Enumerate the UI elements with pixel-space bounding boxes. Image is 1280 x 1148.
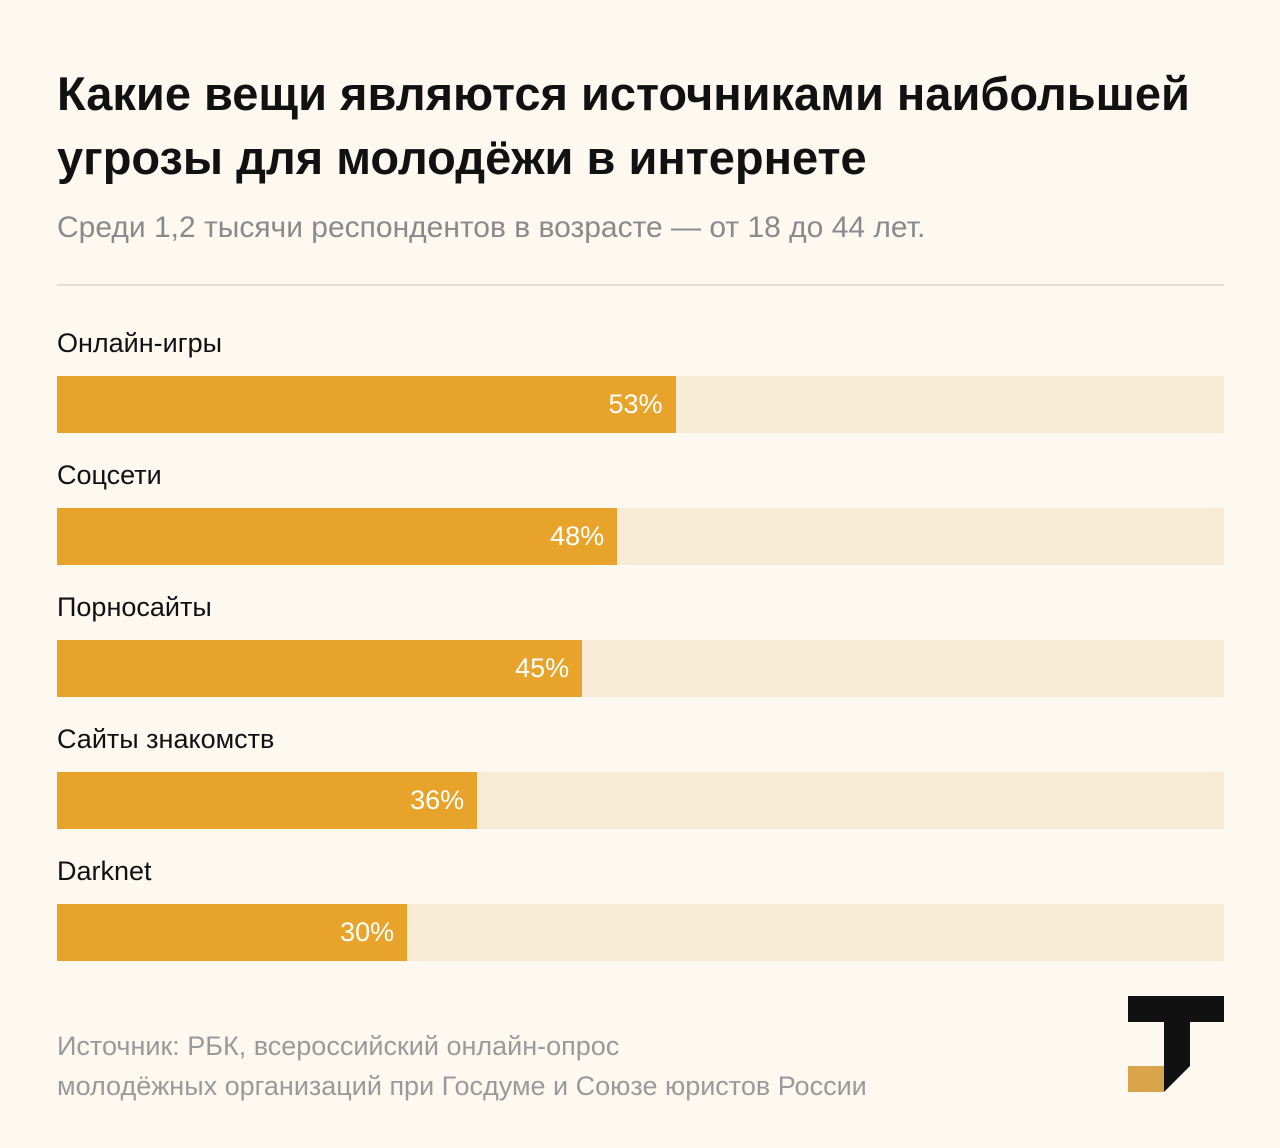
bar-track: 53% [57, 376, 1224, 433]
bar-row: Darknet 30% [57, 846, 1224, 978]
bar-category-label: Сайты знакомств [57, 724, 275, 754]
bar-value-label: 48% [550, 521, 605, 551]
bar-track: 48% [57, 508, 1224, 565]
bar: 48% [57, 508, 618, 565]
bar-row: Онлайн-игры 53% [57, 318, 1224, 450]
chart-subtitle: Среди 1,2 тысячи респондентов в возрасте… [57, 211, 926, 244]
bar: 36% [57, 772, 478, 829]
source-line-2: молодёжных организаций при Госдуме и Сою… [57, 1071, 867, 1101]
header-divider [57, 284, 1224, 286]
bar-value-label: 36% [410, 785, 465, 815]
bar-value-label: 30% [340, 917, 395, 947]
bar-chart: Онлайн-игры 53% Соцсети 48% Порносайты 45% Сай… [57, 318, 1224, 978]
bar-track: 30% [57, 904, 1224, 961]
bar: 30% [57, 904, 408, 961]
bar-row: Сайты знакомств 36% [57, 714, 1224, 846]
bar-row: Соцсети 48% [57, 450, 1224, 582]
chart-title: Какие вещи являются источниками наибольш… [57, 67, 1190, 184]
bar-track: 36% [57, 772, 1224, 829]
bar-category-label: Darknet [57, 856, 152, 886]
source-note: Источник: РБК, всероссийский онлайн-опро… [57, 1026, 1057, 1106]
bar-category-label: Соцсети [57, 460, 162, 490]
bar-category-label: Порносайты [57, 592, 212, 622]
bar-category-label: Онлайн-игры [57, 328, 223, 358]
bar-track: 45% [57, 640, 1224, 697]
source-line-1: Источник: РБК, всероссийский онлайн-опро… [57, 1031, 620, 1061]
logo-t-shape [1128, 996, 1224, 1092]
bar-value-label: 45% [515, 653, 570, 683]
bar-row: Порносайты 45% [57, 582, 1224, 714]
t-logo-icon [1128, 996, 1224, 1092]
bar-value-label: 53% [608, 389, 663, 419]
logo-accent-block [1128, 1066, 1164, 1092]
bar: 53% [57, 376, 676, 433]
bar: 45% [57, 640, 583, 697]
